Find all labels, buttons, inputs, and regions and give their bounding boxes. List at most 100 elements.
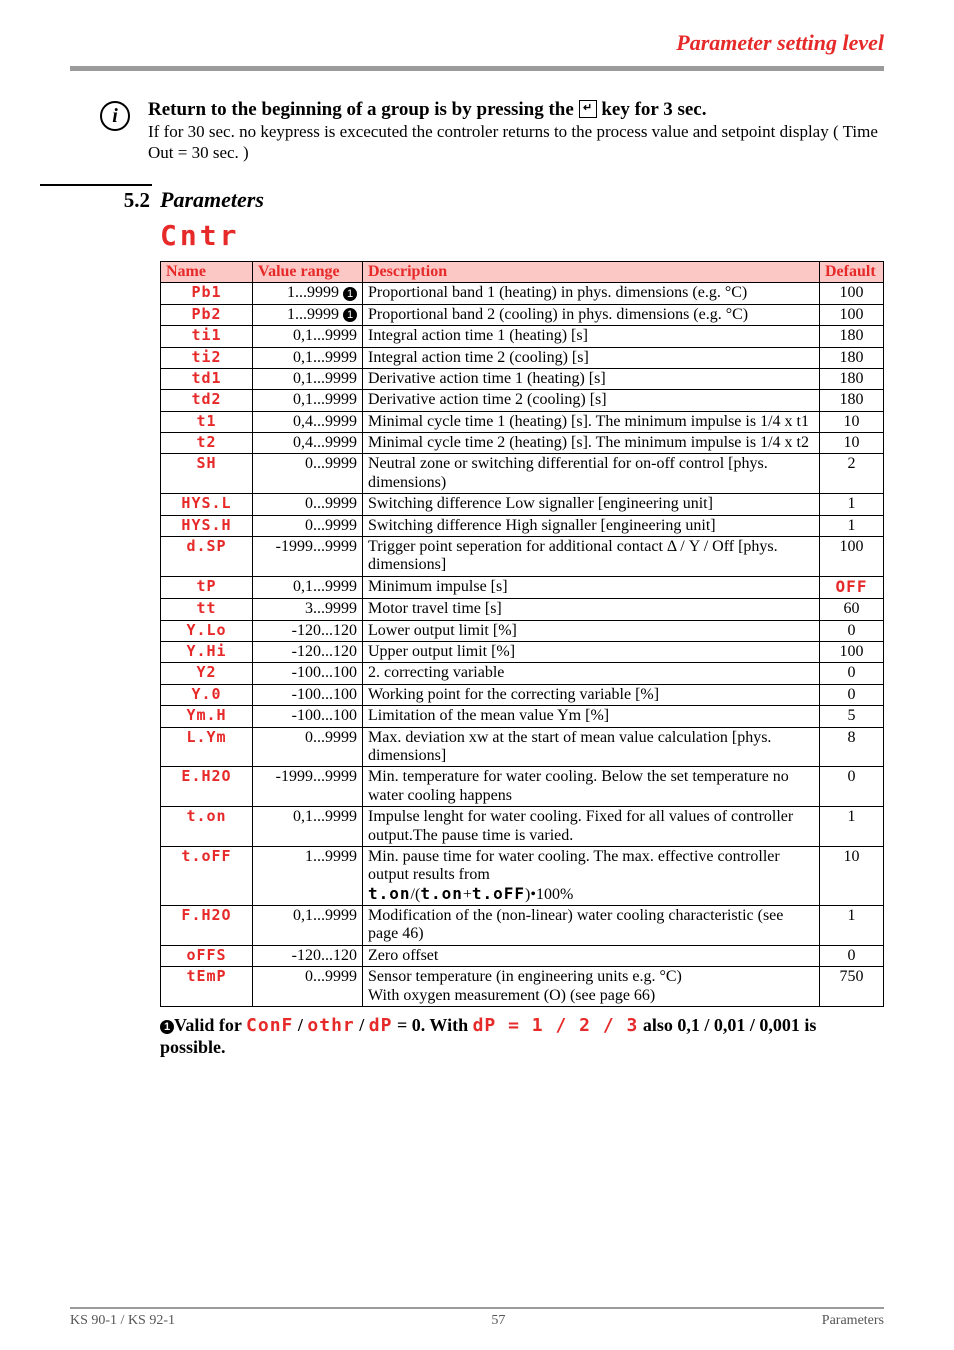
- param-name: Y2: [161, 663, 253, 684]
- param-range: 1...9999 1: [253, 283, 363, 304]
- param-range: 0...9999: [253, 454, 363, 494]
- footnote-seg4: dP: [473, 1015, 497, 1036]
- param-name: td1: [161, 368, 253, 389]
- param-name: Pb2: [161, 304, 253, 325]
- section-title: Parameters: [160, 187, 264, 213]
- table-row: Y.0-100...100Working point for the corre…: [161, 684, 884, 705]
- info-block: i Return to the beginning of a group is …: [100, 99, 884, 163]
- param-desc: Lower output limit [%]: [363, 620, 820, 641]
- table-row: E.H2O-1999...9999Min. temperature for wa…: [161, 767, 884, 807]
- section-heading: 5.2 Parameters: [70, 187, 884, 213]
- table-row: t20,4...9999Minimal cycle time 2 (heatin…: [161, 433, 884, 454]
- param-default: 60: [820, 599, 884, 620]
- param-desc: Minimal cycle time 1 (heating) [s]. The …: [363, 411, 820, 432]
- table-row: tEmP0...9999Sensor temperature (in engin…: [161, 967, 884, 1007]
- table-row: HYS.H0...9999Switching difference High s…: [161, 515, 884, 536]
- footer-page: 57: [491, 1313, 505, 1330]
- param-name: Y.Hi: [161, 641, 253, 662]
- param-default: 10: [820, 846, 884, 905]
- info-line2: If for 30 sec. no keypress is excecuted …: [148, 122, 884, 163]
- param-name: E.H2O: [161, 767, 253, 807]
- param-name: tt: [161, 599, 253, 620]
- table-row: ti20,1...9999Integral action time 2 (coo…: [161, 347, 884, 368]
- param-desc: Sensor temperature (in engineering units…: [363, 967, 820, 1007]
- param-default: OFF: [820, 576, 884, 598]
- param-desc: Switching difference Low signaller [engi…: [363, 494, 820, 515]
- param-name: tEmP: [161, 967, 253, 1007]
- table-row: td10,1...9999Derivative action time 1 (h…: [161, 368, 884, 389]
- param-default: 1: [820, 515, 884, 536]
- param-range: -100...100: [253, 684, 363, 705]
- param-default: 0: [820, 663, 884, 684]
- param-name: Ym.H: [161, 706, 253, 727]
- param-desc: Min. temperature for water cooling. Belo…: [363, 767, 820, 807]
- param-default: 180: [820, 390, 884, 411]
- param-desc: Integral action time 1 (heating) [s]: [363, 326, 820, 347]
- param-range: -1999...9999: [253, 767, 363, 807]
- table-row: t10,4...9999Minimal cycle time 1 (heatin…: [161, 411, 884, 432]
- param-desc: Limitation of the mean value Ym [%]: [363, 706, 820, 727]
- param-desc: 2. correcting variable: [363, 663, 820, 684]
- param-range: -120...120: [253, 641, 363, 662]
- footer-right: Parameters: [822, 1313, 884, 1330]
- param-desc: Motor travel time [s]: [363, 599, 820, 620]
- info-line1-a: Return to the beginning of a group is by…: [148, 99, 579, 120]
- param-desc: Proportional band 2 (cooling) in phys. d…: [363, 304, 820, 325]
- param-range: -120...120: [253, 620, 363, 641]
- param-name: Y.Lo: [161, 620, 253, 641]
- col-def: Default: [820, 261, 884, 282]
- param-range: -1999...9999: [253, 537, 363, 577]
- param-desc: Switching difference High signaller [eng…: [363, 515, 820, 536]
- param-range: -120...120: [253, 945, 363, 966]
- footnote-mid2: = 1 / 2 / 3: [496, 1015, 638, 1036]
- footnote-seg3: dP: [369, 1015, 393, 1036]
- info-line1: Return to the beginning of a group is by…: [148, 99, 884, 122]
- footnote-seg1: ConF: [246, 1015, 293, 1036]
- param-range: -100...100: [253, 706, 363, 727]
- header-divider: [70, 66, 884, 71]
- table-row: tP0,1...9999Minimum impulse [s]OFF: [161, 576, 884, 598]
- info-icon: i: [100, 101, 130, 131]
- param-default: 0: [820, 767, 884, 807]
- param-name: HYS.L: [161, 494, 253, 515]
- table-row: L.Ym0...9999Max. deviation xw at the sta…: [161, 727, 884, 767]
- enter-key-icon: ↵: [579, 100, 597, 118]
- param-range: 0,1...9999: [253, 576, 363, 598]
- param-default: 0: [820, 684, 884, 705]
- param-desc: Integral action time 2 (cooling) [s]: [363, 347, 820, 368]
- param-desc: Derivative action time 1 (heating) [s]: [363, 368, 820, 389]
- param-desc: Zero offset: [363, 945, 820, 966]
- param-range: 0...9999: [253, 967, 363, 1007]
- footnote-marker-icon: 1: [160, 1020, 174, 1034]
- param-name: F.H2O: [161, 906, 253, 946]
- param-desc: Impulse lenght for water cooling. Fixed …: [363, 807, 820, 847]
- param-name: t.oFF: [161, 846, 253, 905]
- param-default: 8: [820, 727, 884, 767]
- table-row: Pb11...9999 1Proportional band 1 (heatin…: [161, 283, 884, 304]
- param-name: ti1: [161, 326, 253, 347]
- param-name: tP: [161, 576, 253, 598]
- param-range: 0,4...9999: [253, 433, 363, 454]
- param-range: 0...9999: [253, 494, 363, 515]
- footnote: 1Valid for ConF / othr / dP = 0. With dP…: [160, 1015, 884, 1058]
- param-name: t.on: [161, 807, 253, 847]
- param-name: ti2: [161, 347, 253, 368]
- param-default: 100: [820, 537, 884, 577]
- param-range: 0,1...9999: [253, 906, 363, 946]
- table-row: oFFS-120...120Zero offset0: [161, 945, 884, 966]
- param-desc: Modification of the (non-linear) water c…: [363, 906, 820, 946]
- param-name: HYS.H: [161, 515, 253, 536]
- param-default: 0: [820, 620, 884, 641]
- param-range: 0,1...9999: [253, 326, 363, 347]
- param-desc: Working point for the correcting variabl…: [363, 684, 820, 705]
- col-desc: Description: [363, 261, 820, 282]
- param-name: L.Ym: [161, 727, 253, 767]
- footer: KS 90-1 / KS 92-1 57 Parameters: [70, 1309, 884, 1330]
- col-range: Value range: [253, 261, 363, 282]
- param-default: 100: [820, 304, 884, 325]
- param-desc: Min. pause time for water cooling. The m…: [363, 846, 820, 905]
- param-default: 1: [820, 807, 884, 847]
- footnote-marker-icon: 1: [343, 308, 357, 322]
- page-header: Parameter setting level: [70, 30, 884, 62]
- header-title: Parameter setting level: [676, 30, 884, 55]
